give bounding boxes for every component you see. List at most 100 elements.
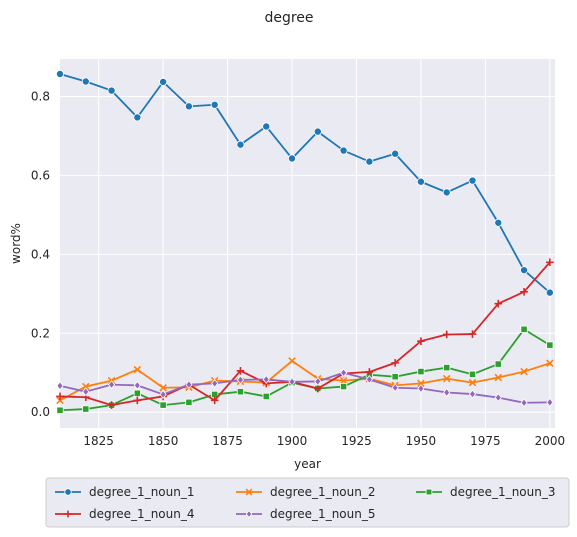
data-point <box>546 397 554 407</box>
data-point <box>494 373 503 382</box>
legend-label: degree_1_noun_5 <box>270 507 375 521</box>
data-point <box>236 388 245 396</box>
data-point <box>185 380 193 390</box>
data-point <box>56 392 64 401</box>
x-tick-label: 1975 <box>470 434 501 448</box>
legend-label: degree_1_noun_3 <box>450 485 555 499</box>
data-point <box>133 389 141 397</box>
data-point <box>520 325 528 333</box>
data-point <box>107 86 116 95</box>
data-point <box>546 359 554 368</box>
data-point <box>520 288 528 296</box>
data-point <box>159 390 167 399</box>
x-axis-ticks: 1825 1850 1875 1900 1925 1950 1975 2000 <box>83 434 565 448</box>
series-line <box>59 73 551 294</box>
legend: degree_1_noun_1 degree_1_noun_2 degree_1_n… <box>45 477 570 528</box>
data-point <box>340 368 348 378</box>
data-point <box>133 113 142 122</box>
data-point <box>417 367 425 376</box>
legend-item: degree_1_noun_1 <box>55 485 194 499</box>
series-group <box>56 69 554 414</box>
data-point <box>443 364 451 372</box>
data-point <box>133 365 142 374</box>
data-point <box>56 381 64 391</box>
data-point <box>365 375 373 384</box>
data-point <box>81 77 90 86</box>
y-axis-label: word% <box>9 223 23 264</box>
data-point <box>82 382 90 391</box>
data-point <box>442 188 451 197</box>
data-point <box>288 377 296 387</box>
data-point <box>520 398 528 408</box>
x-tick-label: 1850 <box>148 434 179 448</box>
legend-marker <box>245 509 253 519</box>
data-point <box>288 154 297 163</box>
series-degree_1_noun_5 <box>56 368 554 408</box>
data-point <box>185 398 193 406</box>
data-point <box>545 288 554 297</box>
data-point <box>520 266 529 275</box>
legend-marker <box>425 488 433 496</box>
legend-item: degree_1_noun_2 <box>236 485 375 499</box>
legend-marker <box>64 510 72 518</box>
data-point <box>365 368 374 376</box>
data-point <box>339 146 348 155</box>
series-line <box>59 360 551 402</box>
data-point <box>391 359 399 367</box>
data-point <box>314 376 322 386</box>
data-point <box>442 330 451 339</box>
x-axis-label: year <box>294 457 321 471</box>
legend-frame <box>45 477 570 528</box>
legend-item: degree_1_noun_4 <box>55 507 194 521</box>
y-axis-ticks: 0.0 0.2 0.4 0.6 0.8 <box>31 89 50 419</box>
legend-label: degree_1_noun_2 <box>270 485 375 499</box>
data-point <box>468 389 477 399</box>
legend-marker <box>245 488 253 496</box>
legend-label: degree_1_noun_4 <box>89 507 194 521</box>
legend-item: degree_1_noun_5 <box>236 507 375 521</box>
legend-marker <box>64 488 72 496</box>
series-line <box>59 371 550 404</box>
x-tick-label: 1925 <box>341 434 372 448</box>
data-point <box>107 401 116 409</box>
series-degree_1_noun_1 <box>56 69 554 297</box>
data-point <box>417 384 425 393</box>
data-point <box>133 380 141 390</box>
y-tick-label: 0.0 <box>31 405 50 419</box>
data-point <box>417 337 425 345</box>
data-point <box>262 375 270 384</box>
data-point <box>365 157 374 166</box>
data-point <box>416 177 425 186</box>
data-point <box>82 405 90 413</box>
data-point <box>546 341 554 349</box>
data-point <box>314 384 322 393</box>
data-point <box>159 401 167 409</box>
data-point <box>262 122 271 131</box>
data-point <box>339 376 348 385</box>
data-point <box>211 378 219 388</box>
data-point <box>468 330 477 338</box>
y-tick-label: 0.8 <box>31 89 50 103</box>
data-point <box>236 375 245 385</box>
data-point <box>443 388 451 397</box>
legend-label: degree_1_noun_1 <box>89 485 194 499</box>
data-point <box>236 366 245 375</box>
x-tick-label: 2000 <box>535 434 566 448</box>
x-tick-label: 1900 <box>277 434 308 448</box>
data-point <box>210 100 219 109</box>
data-point <box>391 149 400 158</box>
data-point <box>108 380 116 390</box>
chart-title: degree <box>264 10 313 26</box>
data-point <box>494 299 503 308</box>
data-point <box>82 387 90 397</box>
data-point <box>313 127 322 136</box>
y-tick-label: 0.2 <box>31 326 50 340</box>
x-tick-label: 1875 <box>212 434 243 448</box>
data-point <box>520 367 528 376</box>
legend-item: degree_1_noun_3 <box>416 485 555 499</box>
data-point <box>159 77 168 86</box>
x-tick-label: 1825 <box>83 434 114 448</box>
data-point <box>339 382 348 391</box>
data-point <box>288 357 296 365</box>
